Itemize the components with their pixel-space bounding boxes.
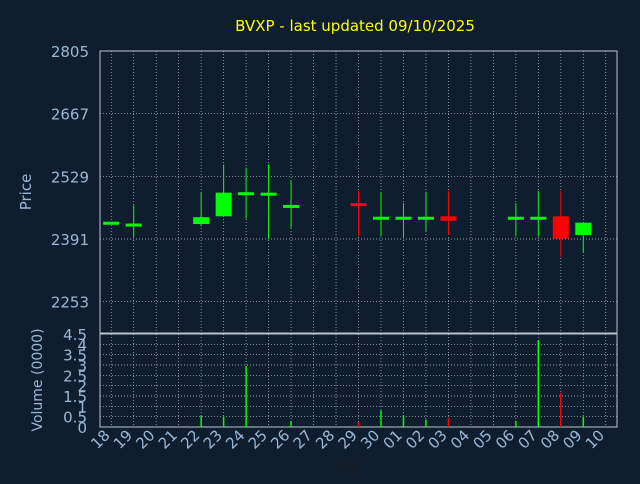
candle-body [103, 221, 120, 225]
volume-bar [222, 416, 225, 427]
candle-body [507, 216, 524, 220]
candle-body [260, 192, 277, 196]
price-tick-label: 2529 [51, 168, 89, 186]
price-panel: 2253 2391 2529 2667 2805 [51, 43, 618, 334]
candle-body [283, 204, 300, 208]
chart-title: BVXP - last updated 09/10/2025 [235, 17, 475, 35]
candle-body [193, 217, 210, 225]
volume-bar [537, 340, 540, 427]
x-axis-ticks: 1819202122232425262728293001020304050607… [87, 426, 608, 452]
candle-body [372, 216, 389, 220]
candle-body [238, 192, 255, 196]
candle-body [440, 216, 457, 221]
volume-tick-label: 1.5 [63, 388, 87, 406]
volume-tick-label: 0 [77, 419, 87, 437]
volume-bar [357, 421, 360, 427]
volume-bar [245, 366, 247, 427]
volume-bar [290, 420, 292, 427]
volume-axis-label: Volume (0000) [30, 328, 46, 431]
volume-bar [560, 392, 562, 427]
volume-tick-label: 1 [77, 398, 87, 416]
price-tick-label: 2253 [51, 294, 89, 312]
volume-tick-label: 0.5 [63, 409, 87, 427]
price-tick-label: 2391 [51, 231, 89, 249]
volume-tick-label: 3 [77, 357, 87, 375]
candle-body [417, 216, 434, 220]
volume-tick-label: 2 [77, 378, 87, 396]
volume-bar [200, 415, 202, 427]
candle-body [395, 216, 412, 220]
volume-bar [425, 419, 427, 427]
volume-bar [380, 410, 382, 427]
volume-bar [515, 420, 517, 427]
candle-body [552, 216, 569, 239]
candle-body [575, 222, 592, 235]
candle-body [350, 203, 367, 207]
volume-bar [582, 416, 585, 427]
price-tick-label: 2667 [51, 106, 89, 124]
volume-tick-label: 4 [77, 336, 87, 354]
volume-tick-label: 3.5 [63, 347, 87, 365]
volume-panel: 00.511.522.533.544.5 [63, 326, 618, 437]
price-axis-label: Price [17, 174, 35, 211]
candle-body [125, 223, 142, 227]
volume-bar [402, 415, 405, 427]
candle-body [215, 192, 232, 217]
x-axis-label: Day [334, 459, 362, 475]
candle-body [530, 216, 547, 220]
volume-tick-label: 4.5 [63, 326, 87, 344]
price-tick-label: 2805 [51, 43, 89, 61]
volume-tick-label: 2.5 [63, 367, 87, 385]
volume-bar [447, 417, 450, 427]
